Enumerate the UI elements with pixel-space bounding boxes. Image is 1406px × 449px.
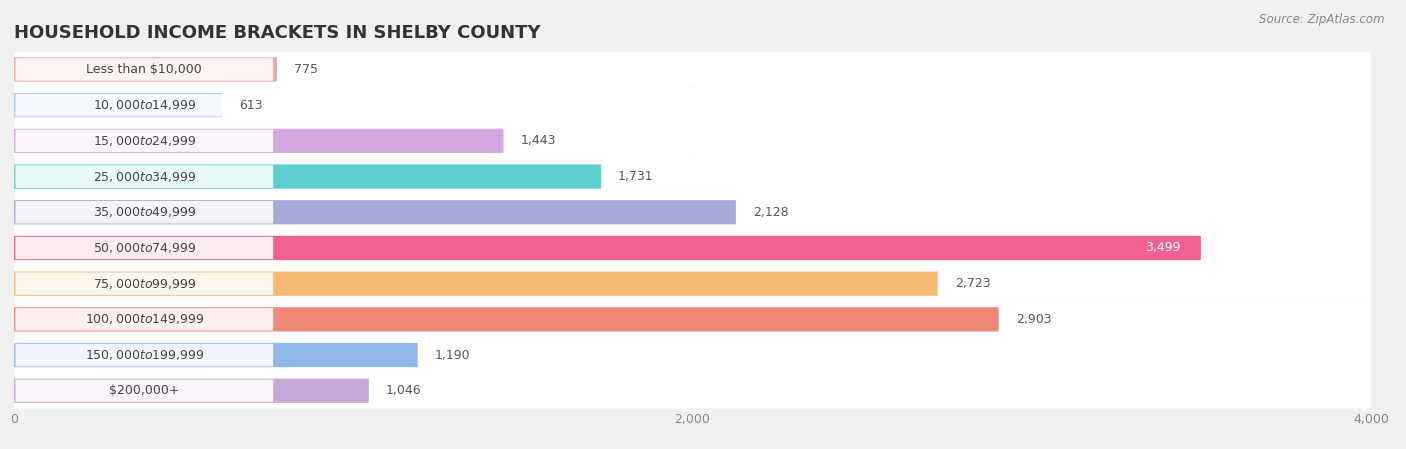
FancyBboxPatch shape [15,273,273,295]
FancyBboxPatch shape [14,164,602,189]
FancyBboxPatch shape [14,52,1371,87]
FancyBboxPatch shape [15,165,273,188]
FancyBboxPatch shape [15,58,273,81]
Text: $100,000 to $149,999: $100,000 to $149,999 [84,313,204,326]
Text: Less than $10,000: Less than $10,000 [86,63,202,76]
FancyBboxPatch shape [14,373,1371,409]
Text: 1,190: 1,190 [434,348,470,361]
FancyBboxPatch shape [14,236,1201,260]
FancyBboxPatch shape [14,379,368,403]
Text: 613: 613 [239,99,263,112]
FancyBboxPatch shape [15,130,273,152]
FancyBboxPatch shape [14,230,1371,266]
FancyBboxPatch shape [14,337,1371,373]
FancyBboxPatch shape [15,379,273,402]
FancyBboxPatch shape [14,272,938,296]
Text: $25,000 to $34,999: $25,000 to $34,999 [93,170,195,184]
Text: 1,731: 1,731 [619,170,654,183]
FancyBboxPatch shape [14,200,735,224]
Text: $35,000 to $49,999: $35,000 to $49,999 [93,205,195,219]
Text: Source: ZipAtlas.com: Source: ZipAtlas.com [1260,13,1385,26]
FancyBboxPatch shape [14,194,1371,230]
Text: $150,000 to $199,999: $150,000 to $199,999 [84,348,204,362]
FancyBboxPatch shape [14,343,418,367]
FancyBboxPatch shape [15,344,273,366]
Text: 775: 775 [294,63,318,76]
Text: $15,000 to $24,999: $15,000 to $24,999 [93,134,195,148]
FancyBboxPatch shape [14,87,1371,123]
Text: $10,000 to $14,999: $10,000 to $14,999 [93,98,195,112]
FancyBboxPatch shape [14,57,277,82]
Text: 2,903: 2,903 [1015,313,1052,326]
Text: 2,128: 2,128 [752,206,789,219]
Text: $200,000+: $200,000+ [110,384,180,397]
FancyBboxPatch shape [14,159,1371,194]
Text: 1,046: 1,046 [385,384,422,397]
Text: 2,723: 2,723 [955,277,990,290]
Text: HOUSEHOLD INCOME BRACKETS IN SHELBY COUNTY: HOUSEHOLD INCOME BRACKETS IN SHELBY COUN… [14,24,541,42]
FancyBboxPatch shape [14,302,1371,337]
FancyBboxPatch shape [14,307,998,331]
FancyBboxPatch shape [15,94,273,116]
Text: $50,000 to $74,999: $50,000 to $74,999 [93,241,195,255]
FancyBboxPatch shape [14,129,503,153]
FancyBboxPatch shape [14,123,1371,159]
Text: $75,000 to $99,999: $75,000 to $99,999 [93,277,195,291]
FancyBboxPatch shape [15,237,273,259]
FancyBboxPatch shape [14,266,1371,302]
FancyBboxPatch shape [15,201,273,224]
FancyBboxPatch shape [14,93,222,117]
Text: 3,499: 3,499 [1144,242,1181,255]
Text: 1,443: 1,443 [520,134,555,147]
FancyBboxPatch shape [15,308,273,330]
